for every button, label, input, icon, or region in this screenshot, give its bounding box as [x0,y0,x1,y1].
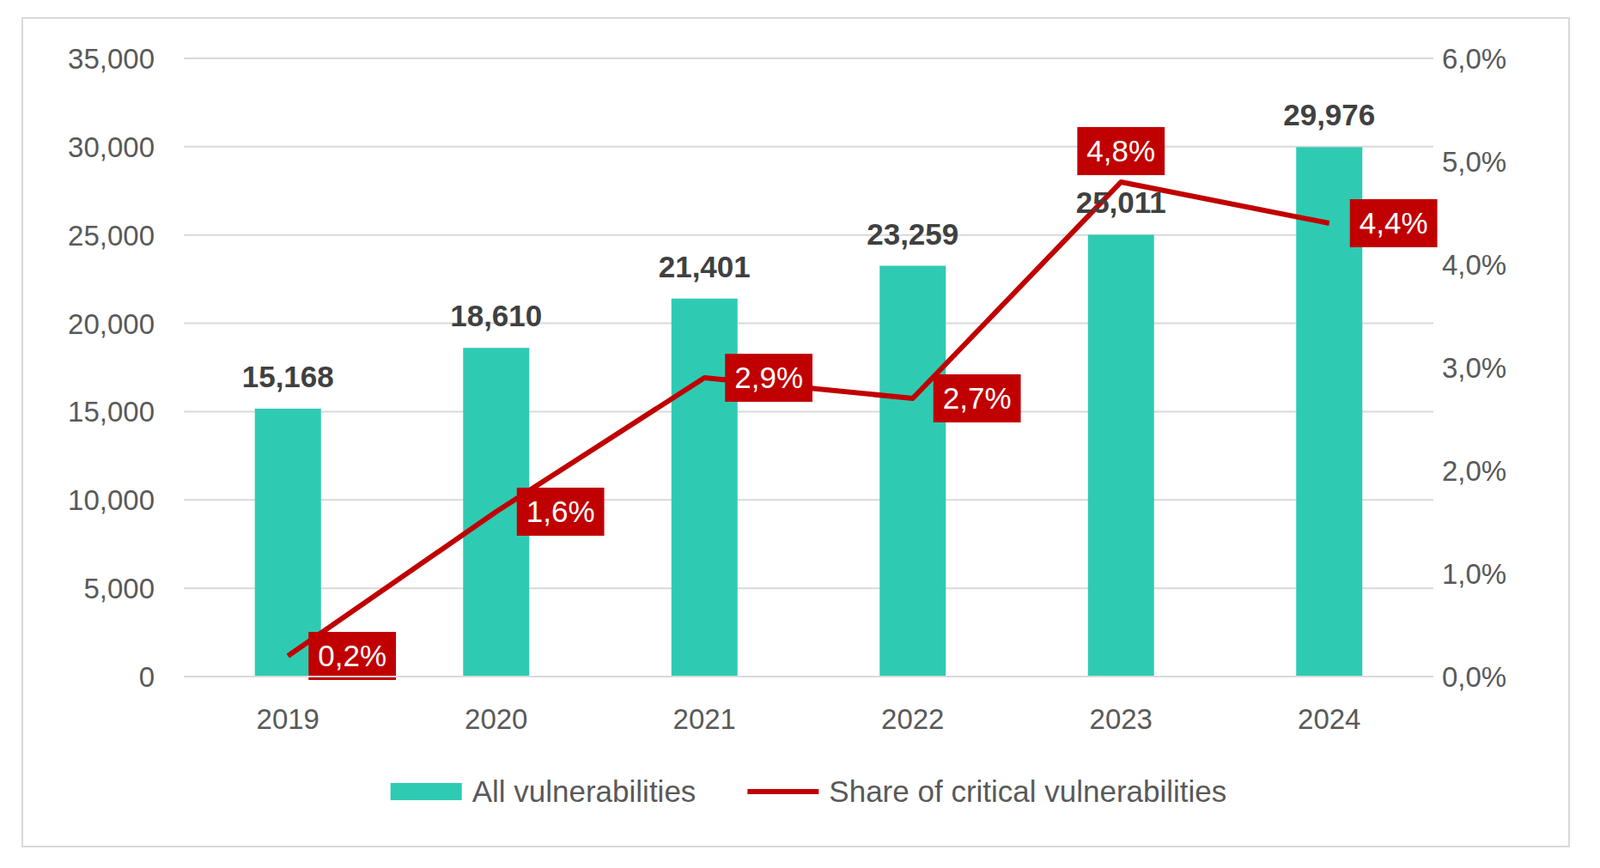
legend-label: Share of critical vulnerabilities [828,774,1227,809]
line-label: 4,4% [1350,199,1438,248]
x-axis-line [183,675,1434,678]
y2-tick [1433,264,1439,266]
y-tick-label: 30,000 [67,131,155,164]
line-label-text: 4,8% [1086,133,1156,168]
line-label: 1,6% [517,487,605,536]
line-label-box [724,353,813,402]
line-label-text: 0,2% [317,638,387,673]
grid-line [183,322,1434,325]
x-tick-label: 2022 [881,703,944,736]
legend-swatch [747,789,819,795]
grid-line [183,146,1434,148]
x-tick-label: 2020 [464,703,528,736]
y2-tick [1433,367,1439,369]
x-tick-label: 2023 [1089,703,1153,736]
line-label: 4,8% [1076,127,1165,176]
grid-line [183,498,1434,501]
legend: All vulnerabilities Share of critical vul… [390,774,1228,809]
bar-label: 18,610 [450,298,542,333]
line [287,182,1330,657]
data-labels: 15,168 18,610 21,401 23,259 25,011 29,976 0,2%… [242,97,1438,681]
x-tick-label: 2024 [1297,703,1361,736]
bar-label: 25,011 [1076,185,1167,220]
legend-swatch [390,783,463,801]
y-tick-label: 0 [139,661,155,694]
y2-tick [1433,161,1439,163]
legend-label: All vulnerabilities [472,774,697,809]
line-label-text: 1,6% [526,494,596,529]
legend-item: All vulnerabilities [390,774,697,809]
legend-item: Share of critical vulnerabilities [747,774,1227,809]
y2-tick-label: 0,0% [1441,661,1507,694]
y2-tick [1433,470,1439,472]
line-label-text: 4,4% [1359,206,1429,240]
line-label: 2,9% [724,353,813,402]
y2-tick-label: 6,0% [1441,42,1507,75]
y2-tick-label: 1,0% [1441,558,1507,591]
grid-line [183,587,1434,590]
y-tick-label: 5,000 [83,572,155,605]
bar [879,266,946,677]
line-label-box [933,374,1022,423]
y2-tick [1433,676,1439,678]
line-label-box [308,632,396,681]
y2-tick-label: 2,0% [1441,455,1507,487]
chart: 0 5,000 10,000 15,000 20,000 25,000 30,000 35,0… [0,0,1600,868]
line-label: 2,7% [933,374,1022,423]
bar-label: 21,401 [658,249,751,284]
y-tick-label: 20,000 [67,308,155,341]
x-tick-label: 2019 [256,703,320,736]
line-label: 0,2% [308,632,396,681]
line-label-text: 2,7% [942,381,1012,415]
grid-line [183,57,1434,60]
line-label-box [1350,199,1438,248]
y-tick-label: 35,000 [67,42,155,75]
line-label-text: 2,9% [734,360,804,395]
chart-border [22,18,1570,847]
y2-tick [1433,58,1439,60]
y2-tick-label: 5,0% [1441,146,1507,178]
y2-tick [1433,573,1439,575]
line-label-box [1076,127,1165,176]
marks [255,146,1363,677]
grid-line [183,234,1434,237]
bar-label: 15,168 [242,359,335,394]
bar-label: 29,976 [1283,97,1375,132]
bar [1088,234,1155,677]
y-tick-label: 15,000 [67,395,155,428]
y2-tick-label: 3,0% [1441,352,1507,384]
y-tick-label: 10,000 [67,484,155,517]
y2-tick-label: 4,0% [1441,249,1507,281]
line-label-box [517,487,605,536]
bar-label: 23,259 [866,217,959,251]
grid [183,58,1434,589]
y-tick-label: 25,000 [67,219,155,252]
grid-line [183,410,1434,413]
x-tick-label: 2021 [673,703,737,736]
